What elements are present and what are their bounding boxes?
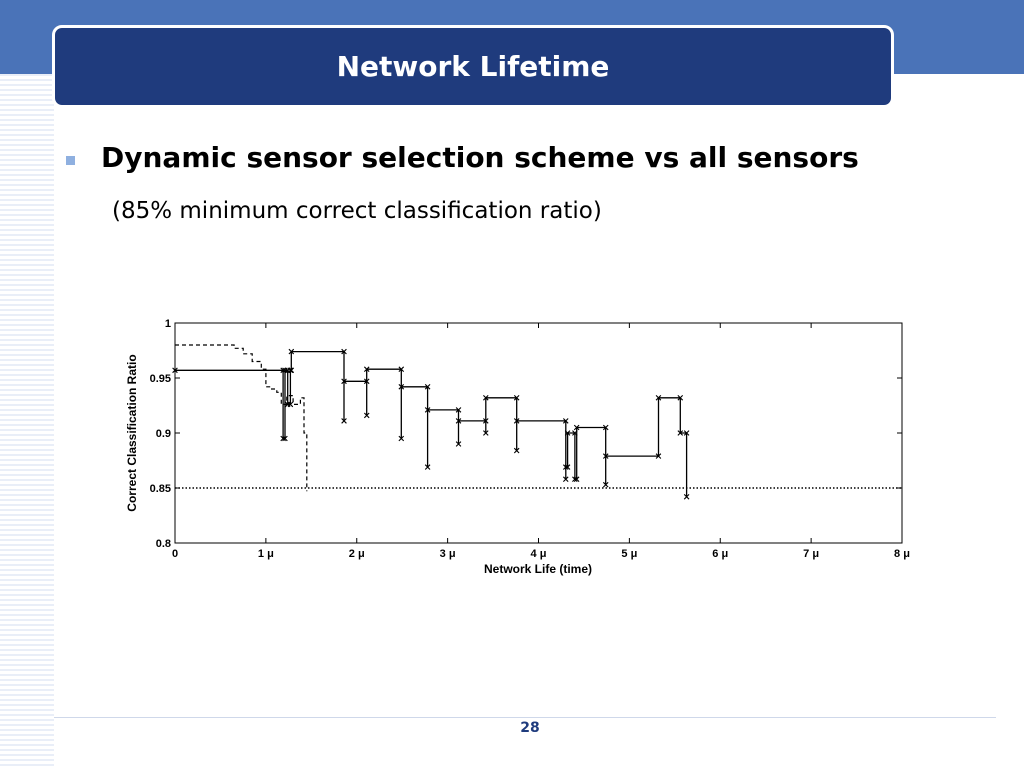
data-point-marker <box>572 476 578 482</box>
data-point-marker <box>424 464 431 470</box>
data-point-marker <box>513 418 520 424</box>
data-point-marker <box>288 348 295 355</box>
y-tick-label: 0.8 <box>156 538 171 550</box>
footer-divider <box>54 717 996 718</box>
data-point-marker <box>562 418 569 424</box>
data-point-marker <box>363 412 370 419</box>
data-point-marker <box>341 418 347 424</box>
data-point-marker <box>655 395 662 401</box>
data-point-marker <box>602 481 609 488</box>
x-tick-label: 3 μ <box>440 548 456 560</box>
network-lifetime-chart: 0 1 μ 2 μ 3 μ 4 μ 5 μ 6 μ 7 μ 8 μ 0.8 0.85 0.9 0.95 1… <box>125 318 910 576</box>
y-tick-label: 0.85 <box>150 483 171 495</box>
data-point-marker <box>398 366 405 372</box>
data-point-marker <box>341 378 347 385</box>
data-point-marker <box>455 418 462 424</box>
data-point-marker <box>683 494 690 500</box>
data-point-marker <box>564 430 571 436</box>
data-point-marker <box>398 384 405 390</box>
data-point-marker <box>455 407 462 413</box>
series-solid-x-markers-line <box>175 350 688 497</box>
data-point-marker <box>513 395 520 401</box>
data-point-marker <box>483 430 489 436</box>
slide-title: Network Lifetime <box>336 50 610 83</box>
data-point-marker <box>341 348 347 355</box>
x-tick-label: 5 μ <box>621 548 637 560</box>
data-point-marker <box>602 453 609 459</box>
data-point-marker <box>287 367 294 374</box>
x-tick-label: 0 <box>172 548 178 560</box>
data-point-marker <box>398 435 405 442</box>
x-tick-label: 4 μ <box>531 548 547 560</box>
y-tick-label: 1 <box>165 318 171 330</box>
data-point-marker <box>655 453 662 459</box>
data-point-marker <box>363 366 370 372</box>
data-point-marker <box>572 430 578 436</box>
data-point-marker <box>562 464 569 470</box>
x-tick-label: 7 μ <box>803 548 819 560</box>
x-tick-label: 2 μ <box>349 548 365 560</box>
data-point-marker <box>573 424 580 431</box>
x-axis-label: Network Life (time) <box>484 562 592 576</box>
page-number: 28 <box>520 720 540 736</box>
data-point-marker <box>280 435 286 442</box>
plot-frame <box>174 322 903 544</box>
y-tick-label: 0.95 <box>150 373 171 385</box>
y-axis-label: Correct Classification Ratio <box>125 354 139 511</box>
data-point-marker <box>282 435 288 442</box>
x-tick-label: 8 μ <box>894 548 910 560</box>
series-dashed-line <box>175 344 308 492</box>
title-banner: Network Lifetime <box>52 25 894 108</box>
data-point-marker <box>483 418 489 424</box>
data-point-marker <box>280 367 286 374</box>
y-tick-label: 0.9 <box>156 428 171 440</box>
data-point-marker <box>564 464 571 470</box>
data-point-marker <box>424 407 431 413</box>
data-point-marker <box>677 395 684 401</box>
data-point-marker <box>513 447 520 454</box>
bullet-text: Dynamic sensor selection scheme vs all s… <box>101 141 859 174</box>
data-point-marker <box>424 384 431 390</box>
x-tick-label: 6 μ <box>712 548 728 560</box>
data-point-marker <box>562 476 569 482</box>
data-point-marker <box>573 476 580 482</box>
data-point-marker <box>602 424 609 431</box>
bullet-subtext: (85% minimum correct classification rati… <box>112 198 602 224</box>
left-decoration <box>0 74 54 768</box>
data-point-marker <box>683 430 690 436</box>
x-tick-label: 1 μ <box>258 548 274 560</box>
bullet-square-icon <box>66 156 75 165</box>
data-point-marker <box>363 378 370 385</box>
data-point-marker <box>287 401 294 408</box>
data-point-marker <box>455 441 462 447</box>
data-point-marker <box>288 367 295 374</box>
data-point-marker <box>483 395 489 401</box>
data-point-marker <box>677 430 684 436</box>
